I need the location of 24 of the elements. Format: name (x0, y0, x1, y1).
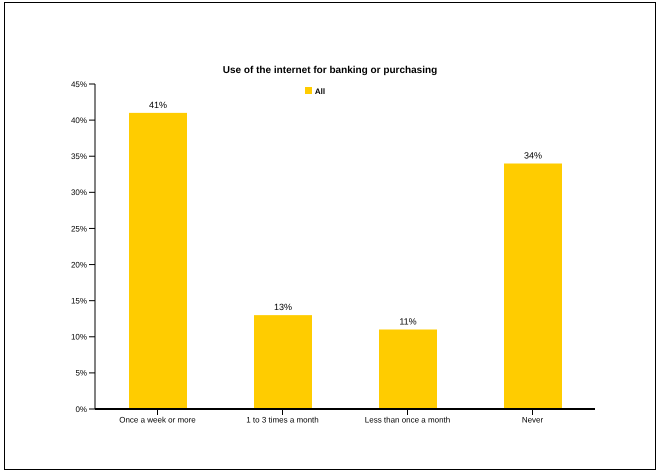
y-tick-label: 25% (70, 224, 87, 234)
x-tick-label: Never (522, 416, 544, 425)
chart-title: Use of the internet for banking or purchasing (222, 65, 438, 76)
y-tick-label: 0% (75, 404, 87, 414)
y-tick-label: 40% (70, 116, 87, 125)
legend-label: All (314, 87, 326, 96)
bar (129, 112, 187, 409)
bar (379, 330, 437, 409)
y-tick-label: 20% (70, 260, 87, 270)
text: 11% (399, 316, 417, 327)
y-tick-label: 35% (70, 152, 87, 162)
x-tick-label: 1 to 3 times a month (246, 416, 319, 425)
x-tick-label: Once a week or more (119, 416, 196, 425)
y-tick-label: 45% (70, 80, 87, 89)
y-tick-label: 15% (70, 296, 87, 306)
text: 34% (524, 150, 542, 160)
x-tick-label: Less than once a month (364, 416, 450, 425)
y-tick-label: 5% (75, 368, 87, 378)
bar (254, 315, 312, 409)
y-tick-label: 30% (70, 188, 87, 198)
text: 13% (274, 302, 292, 312)
y-tick-label: 10% (70, 332, 87, 342)
text: 41% (148, 100, 168, 110)
bar (504, 163, 562, 409)
